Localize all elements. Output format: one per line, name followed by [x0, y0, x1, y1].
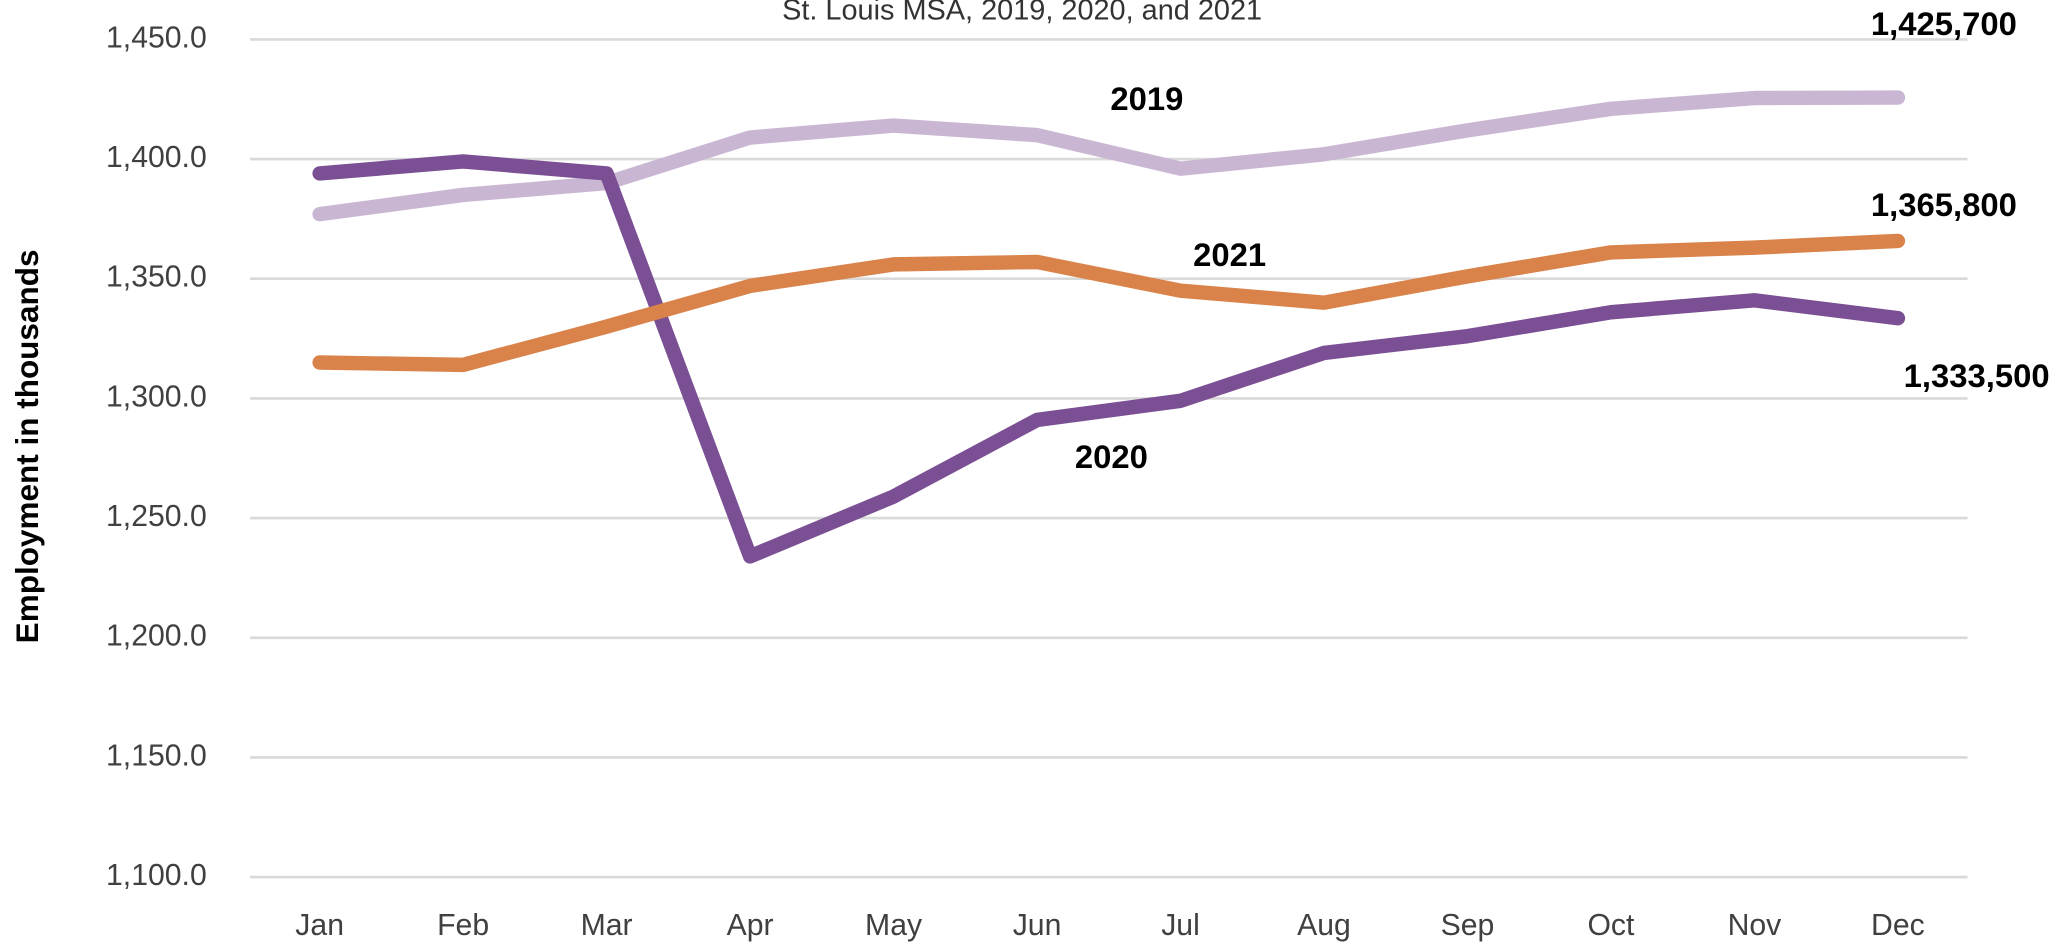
series-label: 2019 — [1110, 80, 1183, 117]
x-tick-label: Jul — [1161, 909, 1200, 942]
x-tick-label: Jun — [1013, 909, 1062, 942]
series-line — [312, 233, 1906, 373]
y-tick-label: 1,450.0 — [106, 21, 207, 54]
y-tick-label: 1,300.0 — [106, 380, 207, 413]
data-label: 1,333,500 — [1904, 357, 2050, 394]
chart-title: St. Louis MSA, 2019, 2020, and 2021 — [782, 0, 1262, 26]
x-tick-label: Nov — [1728, 909, 1782, 942]
x-tick-label: Oct — [1587, 909, 1635, 942]
y-tick-label: 1,200.0 — [106, 620, 207, 653]
y-tick-label: 1,400.0 — [106, 141, 207, 174]
x-tick-label: Aug — [1297, 909, 1351, 942]
x-tick-label: Apr — [727, 909, 774, 942]
x-tick-label: Mar — [581, 909, 633, 942]
y-tick-label: 1,100.0 — [106, 859, 207, 892]
y-axis-label: Employment in thousands — [9, 250, 45, 644]
series-line — [312, 154, 1906, 564]
series-line — [312, 90, 1906, 222]
x-tick-label: Feb — [437, 909, 489, 942]
y-tick-label: 1,150.0 — [106, 739, 207, 772]
series-label: 2021 — [1193, 236, 1266, 273]
data-label: 1,425,700 — [1871, 5, 2017, 42]
series-label: 2020 — [1075, 438, 1148, 475]
y-tick-label: 1,350.0 — [106, 261, 207, 294]
y-tick-label: 1,250.0 — [106, 500, 207, 533]
x-tick-label: Dec — [1871, 909, 1925, 942]
x-tick-label: Jan — [295, 909, 344, 942]
x-tick-label: Sep — [1441, 909, 1495, 942]
x-tick-label: May — [865, 909, 923, 942]
data-label: 1,365,800 — [1871, 186, 2017, 223]
